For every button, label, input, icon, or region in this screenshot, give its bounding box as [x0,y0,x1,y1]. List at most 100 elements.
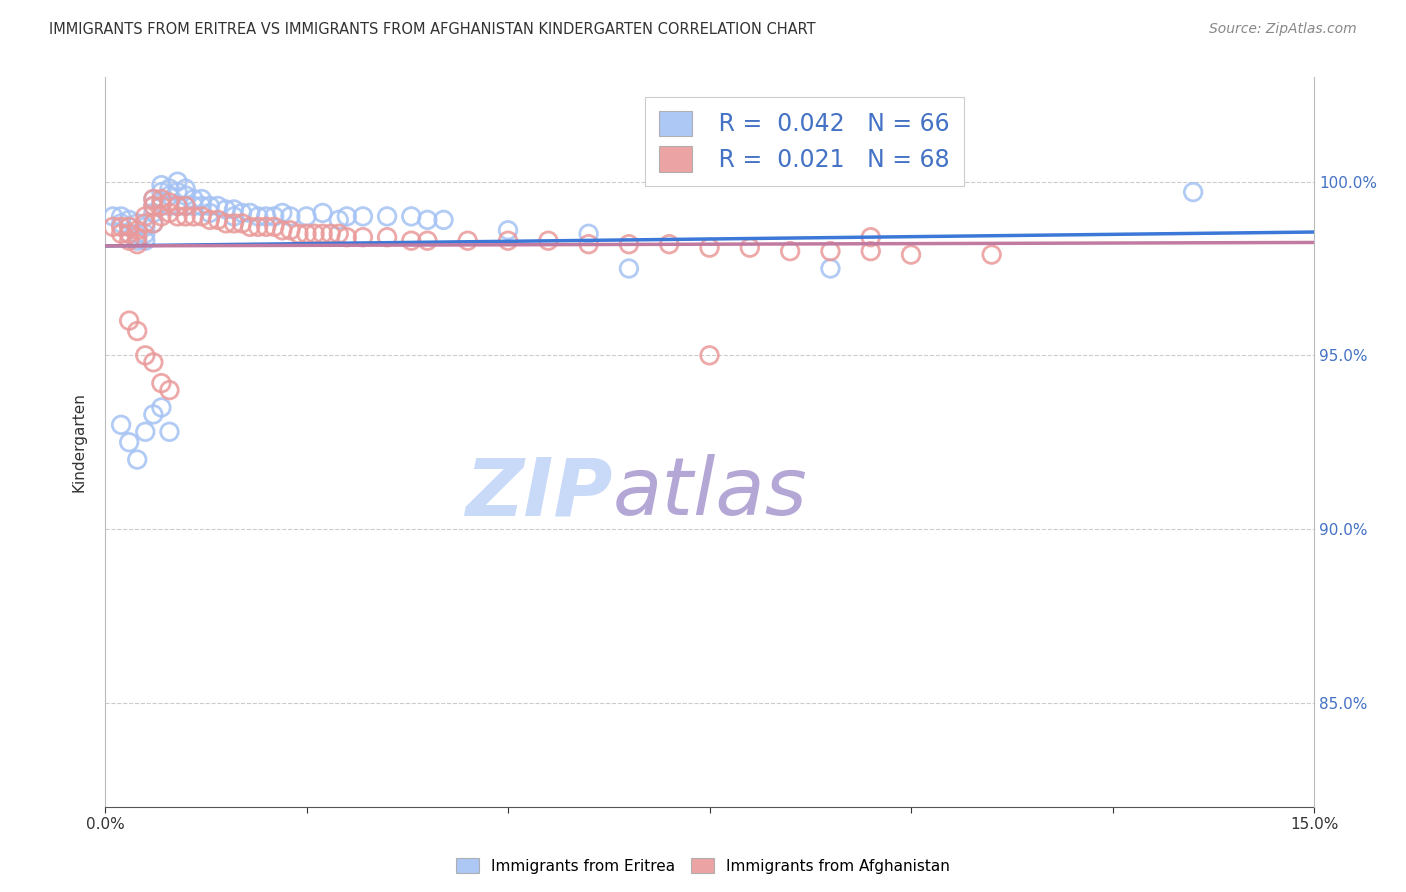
Point [150,401,173,415]
Point [295,227,318,241]
Point [578,237,600,252]
Point [110,417,132,432]
Point [328,212,350,227]
Point [110,216,132,230]
Point [328,227,350,241]
Point [190,199,212,213]
Point [401,210,423,224]
Text: IMMIGRANTS FROM ERITREA VS IMMIGRANTS FROM AFGHANISTAN KINDERGARTEN CORRELATION : IMMIGRANTS FROM ERITREA VS IMMIGRANTS FR… [49,22,815,37]
Text: ZIP: ZIP [465,454,613,533]
Point [134,210,156,224]
Point [110,219,132,234]
Point [174,210,197,224]
Point [166,199,188,213]
Point [311,227,333,241]
Point [127,230,149,244]
Point [222,216,245,230]
Point [118,234,141,248]
Text: atlas: atlas [613,454,807,533]
Point [159,188,181,202]
Point [578,227,600,241]
Point [198,212,221,227]
Point [375,210,398,224]
Point [118,227,141,241]
Point [110,227,132,241]
Point [142,408,165,422]
Point [247,210,270,224]
Point [263,210,285,224]
Point [222,202,245,217]
Point [159,425,181,439]
Point [118,227,141,241]
Point [166,210,188,224]
Point [496,223,519,237]
Point [198,199,221,213]
Point [280,210,302,224]
Point [159,181,181,195]
Point [617,237,640,252]
Point [859,230,882,244]
Point [110,210,132,224]
Point [134,216,156,230]
Point [304,227,326,241]
Point [658,237,681,252]
Point [496,234,519,248]
Point [150,185,173,199]
Legend:  R =  0.042   N = 66,  R =  0.021   N = 68: R = 0.042 N = 66, R = 0.021 N = 68 [645,96,963,186]
Point [150,195,173,210]
Point [239,219,262,234]
Point [311,206,333,220]
Point [127,234,149,248]
Point [134,425,156,439]
Point [101,210,124,224]
Point [336,210,359,224]
Point [183,199,205,213]
Point [127,223,149,237]
Point [207,199,229,213]
Point [118,435,141,450]
Point [142,199,165,213]
Point [150,199,173,213]
Point [183,210,205,224]
Point [118,219,141,234]
Point [159,199,181,213]
Point [142,216,165,230]
Point [280,223,302,237]
Point [416,212,439,227]
Point [118,313,141,327]
Point [352,210,374,224]
Legend: Immigrants from Eritrea, Immigrants from Afghanistan: Immigrants from Eritrea, Immigrants from… [450,852,956,880]
Point [142,199,165,213]
Point [127,227,149,241]
Point [401,234,423,248]
Point [699,348,721,362]
Point [336,230,359,244]
Point [150,178,173,193]
Point [537,234,560,248]
Point [150,376,173,391]
Point [127,237,149,252]
Point [134,219,156,234]
Point [183,192,205,206]
Point [457,234,479,248]
Point [150,210,173,224]
Point [134,227,156,241]
Point [198,206,221,220]
Point [127,216,149,230]
Point [150,192,173,206]
Point [142,192,165,206]
Y-axis label: Kindergarten: Kindergarten [72,392,86,492]
Point [207,212,229,227]
Point [159,383,181,397]
Point [699,241,721,255]
Point [142,192,165,206]
Point [859,244,882,259]
Point [900,247,922,261]
Point [779,244,801,259]
Point [142,206,165,220]
Point [215,202,238,217]
Point [254,219,277,234]
Point [352,230,374,244]
Point [159,195,181,210]
Point [174,199,197,213]
